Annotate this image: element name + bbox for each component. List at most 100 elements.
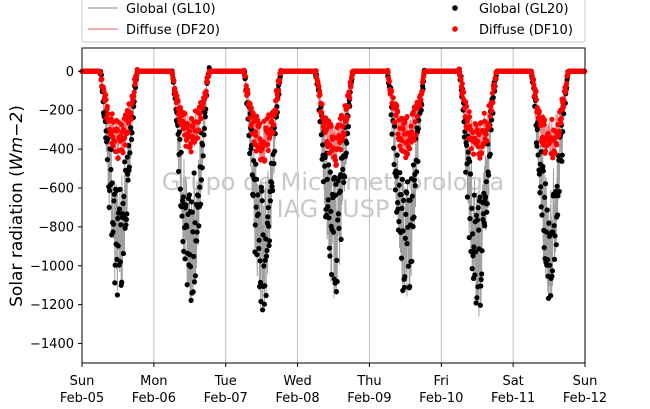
point-gl20 [107, 188, 113, 194]
point-gl20 [559, 158, 565, 164]
point-df10 [243, 83, 249, 89]
point-gl20 [325, 204, 331, 210]
point-gl20 [476, 227, 482, 233]
point-df10 [475, 144, 481, 150]
point-gl20 [269, 184, 275, 190]
point-gl20 [407, 284, 413, 290]
point-df10 [328, 123, 334, 129]
point-gl20 [256, 237, 262, 243]
point-gl20 [111, 191, 117, 197]
x-tick-label-day: Wed [283, 374, 311, 389]
point-df10 [395, 109, 401, 115]
point-df10 [253, 132, 259, 139]
point-gl20 [403, 211, 409, 217]
point-gl20 [272, 148, 278, 154]
point-df10 [269, 118, 275, 124]
x-tick-label-day: Tue [214, 374, 237, 389]
point-gl20 [471, 192, 477, 198]
point-gl20 [469, 205, 475, 211]
point-gl20 [391, 145, 397, 151]
point-df10 [340, 123, 346, 130]
point-gl20 [407, 197, 413, 203]
x-tick-label-day: Thu [356, 374, 381, 389]
point-df10 [188, 149, 194, 155]
point-gl20 [118, 222, 124, 228]
point-df10 [333, 162, 339, 168]
point-gl20 [260, 307, 266, 313]
point-df10 [103, 97, 109, 103]
point-gl20 [191, 170, 197, 176]
point-gl20 [549, 273, 555, 279]
point-gl20 [344, 140, 350, 146]
point-df10 [319, 110, 325, 116]
point-gl20 [192, 273, 198, 279]
point-gl20 [325, 197, 331, 203]
point-gl20 [535, 152, 541, 158]
point-gl20 [393, 173, 399, 180]
point-df10 [120, 126, 126, 133]
point-gl20 [254, 176, 260, 182]
point-gl20 [192, 220, 198, 226]
point-gl20 [255, 192, 261, 198]
point-gl20 [124, 211, 130, 217]
point-gl20 [129, 130, 135, 136]
point-df10 [265, 141, 271, 147]
point-gl20 [189, 209, 195, 215]
point-gl20 [265, 205, 271, 211]
point-gl20 [181, 248, 187, 254]
point-df10 [203, 88, 209, 94]
x-tick-label-day: Fri [434, 374, 450, 389]
point-df10 [194, 135, 201, 141]
point-gl20 [410, 162, 417, 168]
point-df10 [247, 101, 253, 107]
point-df10 [550, 155, 556, 161]
point-df10 [554, 142, 560, 148]
point-gl20 [186, 192, 192, 198]
point-gl20 [534, 143, 540, 149]
point-gl20 [405, 263, 411, 269]
y-tick-label: −1400 [30, 337, 74, 352]
point-gl20 [259, 188, 265, 194]
point-gl20 [105, 136, 111, 142]
point-gl20 [335, 211, 342, 217]
point-df10 [490, 100, 496, 106]
point-df10 [122, 142, 128, 148]
point-gl20 [464, 142, 470, 148]
point-df10 [466, 109, 472, 115]
point-gl20 [411, 214, 417, 220]
point-df10 [112, 138, 118, 144]
point-gl20 [257, 284, 263, 290]
point-df10 [530, 77, 537, 83]
point-df10 [409, 129, 415, 135]
point-gl20 [261, 301, 267, 307]
legend-label-df10: Diffuse (DF10) [479, 23, 573, 38]
point-gl20 [555, 212, 561, 218]
point-gl20 [404, 190, 410, 196]
point-df10 [169, 71, 176, 77]
point-gl20 [409, 193, 415, 199]
point-df10 [348, 84, 354, 90]
y-tick-label: −400 [38, 143, 74, 158]
point-gl20 [561, 111, 567, 117]
point-gl20 [402, 274, 408, 280]
point-gl20 [111, 198, 117, 204]
point-df10 [484, 138, 490, 144]
point-df10 [180, 118, 186, 124]
point-gl20 [486, 172, 492, 178]
point-df10 [110, 134, 116, 140]
point-df10 [99, 76, 105, 82]
point-df10 [323, 127, 330, 133]
point-gl20 [252, 222, 258, 228]
point-df10 [105, 111, 111, 117]
point-gl20 [262, 283, 268, 289]
point-gl20 [256, 245, 262, 252]
x-tick-label-day: Sun [70, 374, 95, 389]
point-gl20 [110, 221, 117, 227]
point-gl20 [477, 302, 483, 308]
point-gl20 [470, 231, 476, 237]
point-df10 [558, 115, 565, 122]
point-gl20 [544, 207, 550, 213]
point-gl20 [253, 204, 259, 210]
point-gl20 [198, 201, 204, 207]
point-df10 [195, 119, 201, 125]
